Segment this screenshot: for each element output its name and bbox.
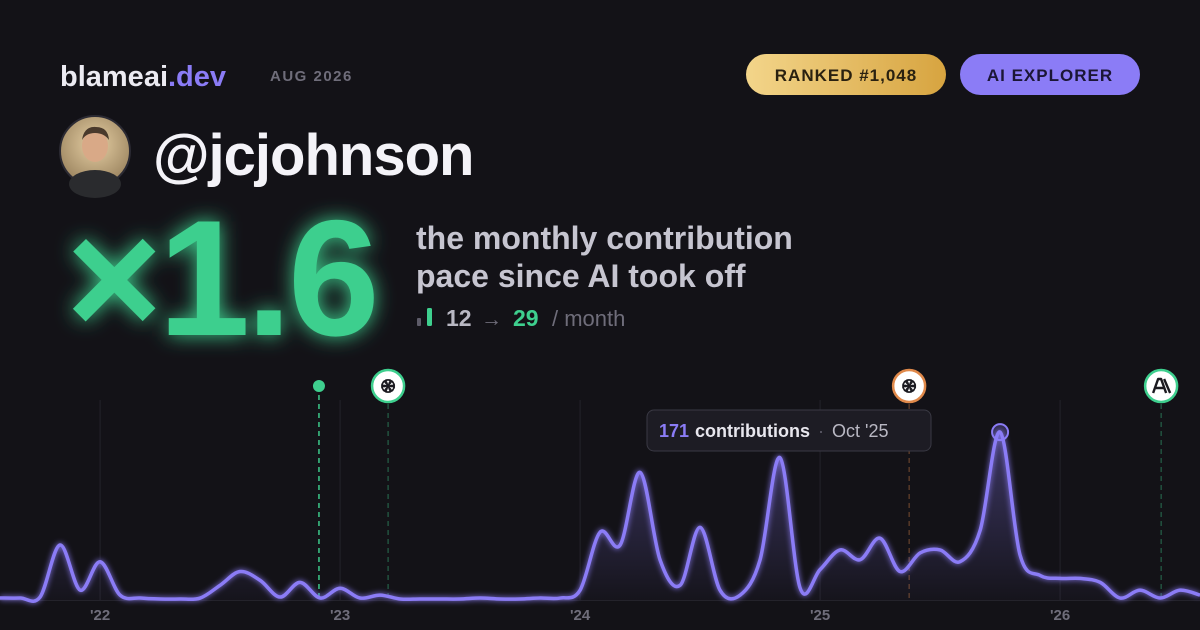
username: @jcjohnson: [153, 123, 473, 188]
tooltip-label: contributions: [695, 421, 810, 441]
brand-suffix: .dev: [168, 61, 226, 93]
rank-badge-text: RANKED #1,048: [775, 66, 917, 85]
x-tick-label: '23: [330, 607, 350, 624]
event-marker: [1143, 368, 1179, 600]
caption-line: pace since AI took off: [416, 258, 746, 294]
pace-arrow: →: [481, 308, 502, 331]
pace-after: 29: [513, 305, 539, 331]
tier-badge-text: AI EXPLORER: [987, 66, 1113, 85]
tooltip: 171 contributions · Oct '25: [646, 409, 932, 452]
pace-before: 12: [446, 305, 472, 331]
caption-line: the monthly contribution: [416, 220, 793, 256]
event-marker: [312, 380, 325, 600]
area-fill: [0, 431, 1200, 602]
icon-glyph: [1151, 377, 1172, 394]
line: [0, 430, 1200, 603]
brand-name: blameai: [60, 61, 168, 93]
rank-badge: [746, 54, 946, 95]
tooltip-box: [646, 409, 932, 452]
multiplier: ×1.6: [66, 186, 376, 370]
period: AUG 2026: [270, 68, 353, 85]
tooltip-text: 171 contributions · Oct '25: [659, 421, 889, 441]
peak-ring: [991, 423, 1010, 442]
event-marker: [370, 368, 406, 600]
x-tick-label: '22: [90, 607, 110, 624]
tooltip-date: Oct '25: [832, 421, 888, 441]
tooltip-value: 171: [659, 421, 689, 441]
tooltip-separator: ·: [818, 421, 824, 441]
icon-petal: [905, 379, 917, 388]
event-marker: [891, 368, 927, 600]
icon-petal: [384, 379, 396, 388]
pace-icon: [417, 308, 432, 326]
event-badge: [1143, 368, 1179, 404]
event-dot: [312, 380, 325, 392]
pace-unit: / month: [552, 306, 625, 331]
brand: blameai.dev: [60, 61, 226, 93]
x-tick-label: '25: [810, 607, 830, 624]
x-tick-label: '26: [1050, 607, 1070, 624]
chart: '22 '23 '24 '25 '26 171 contributions · Oct '25: [0, 368, 1200, 624]
x-tick-label: '24: [570, 607, 591, 624]
tier-badge: [960, 54, 1140, 95]
avatar: [59, 115, 131, 198]
